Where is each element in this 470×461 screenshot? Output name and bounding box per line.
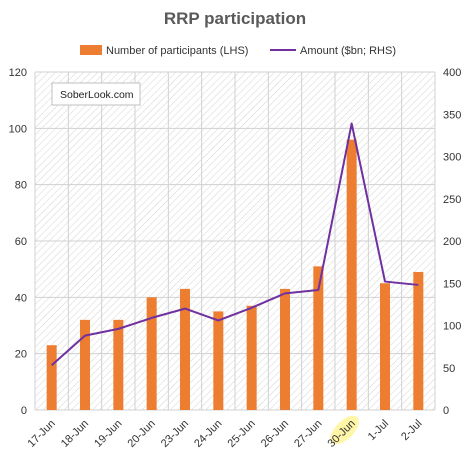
y-right-tick-label: 100 bbox=[443, 321, 461, 333]
bar bbox=[46, 345, 57, 410]
y-right-tick-label: 0 bbox=[443, 405, 449, 417]
y-left-tick-label: 20 bbox=[15, 349, 27, 361]
legend-swatch-participants bbox=[80, 45, 102, 55]
x-tick-label: 25-Jun bbox=[226, 418, 258, 450]
bar bbox=[146, 297, 157, 410]
highlight-mark bbox=[330, 415, 359, 445]
y-right-tick-label: 250 bbox=[443, 194, 461, 206]
bar bbox=[113, 319, 124, 410]
bar bbox=[313, 266, 324, 410]
x-tick-label: 19-Jun bbox=[92, 418, 124, 450]
y-axis-left: 0 20 40 60 80 100 120 bbox=[9, 67, 27, 417]
y-right-tick-label: 350 bbox=[443, 109, 461, 121]
y-right-tick-label: 200 bbox=[443, 236, 461, 248]
y-left-tick-label: 100 bbox=[9, 123, 27, 135]
watermark: SoberLook.com bbox=[51, 82, 141, 106]
x-tick-label: 26-Jun bbox=[259, 418, 291, 450]
y-right-tick-label: 50 bbox=[443, 363, 455, 375]
category-highlight bbox=[330, 415, 359, 445]
gridlines bbox=[34, 71, 436, 411]
y-right-tick-label: 300 bbox=[443, 152, 461, 164]
bar bbox=[380, 283, 390, 410]
x-tick-label: 18-Jun bbox=[59, 418, 91, 450]
x-tick-label: 24-Jun bbox=[192, 418, 224, 450]
bar-series bbox=[46, 139, 424, 410]
x-tick-label: 20-Jun bbox=[126, 418, 158, 450]
legend-label-participants: Number of participants (LHS) bbox=[106, 45, 248, 57]
bar bbox=[213, 311, 224, 410]
x-tick-label: 1-Jul bbox=[366, 418, 391, 443]
bar bbox=[413, 271, 424, 410]
x-tick-label: 27-Jun bbox=[292, 418, 324, 450]
bar bbox=[246, 305, 257, 410]
bar bbox=[346, 139, 357, 410]
watermark-box bbox=[51, 82, 141, 106]
legend: Number of participants (LHS) Amount ($bn… bbox=[80, 45, 396, 57]
bar bbox=[80, 319, 90, 410]
y-right-tick-label: 150 bbox=[443, 278, 461, 290]
x-axis: 17-Jun 18-Jun 19-Jun 20-Jun 23-Jun 24-Jun 25-J… bbox=[26, 418, 425, 450]
x-tick-label: 2-Jul bbox=[399, 418, 424, 443]
x-tick-label: 23-Jun bbox=[159, 418, 191, 450]
line-series-path bbox=[51, 122, 419, 366]
y-left-tick-label: 80 bbox=[15, 180, 27, 192]
legend-label-amount: Amount ($bn; RHS) bbox=[300, 45, 396, 57]
line-series bbox=[51, 122, 419, 366]
x-tick-label: 17-Jun bbox=[26, 418, 58, 450]
chart-title: RRP participation bbox=[164, 9, 306, 28]
y-axis-right: 0 50 100 150 200 250 300 350 400 bbox=[443, 67, 461, 417]
y-left-tick-label: 40 bbox=[15, 292, 27, 304]
y-left-tick-label: 120 bbox=[9, 67, 27, 79]
bar bbox=[280, 288, 290, 410]
y-left-tick-label: 0 bbox=[21, 405, 27, 417]
y-left-tick-label: 60 bbox=[15, 236, 27, 248]
y-right-tick-label: 400 bbox=[443, 67, 461, 79]
bar bbox=[180, 288, 190, 410]
watermark-label: SoberLook.com bbox=[60, 89, 134, 101]
